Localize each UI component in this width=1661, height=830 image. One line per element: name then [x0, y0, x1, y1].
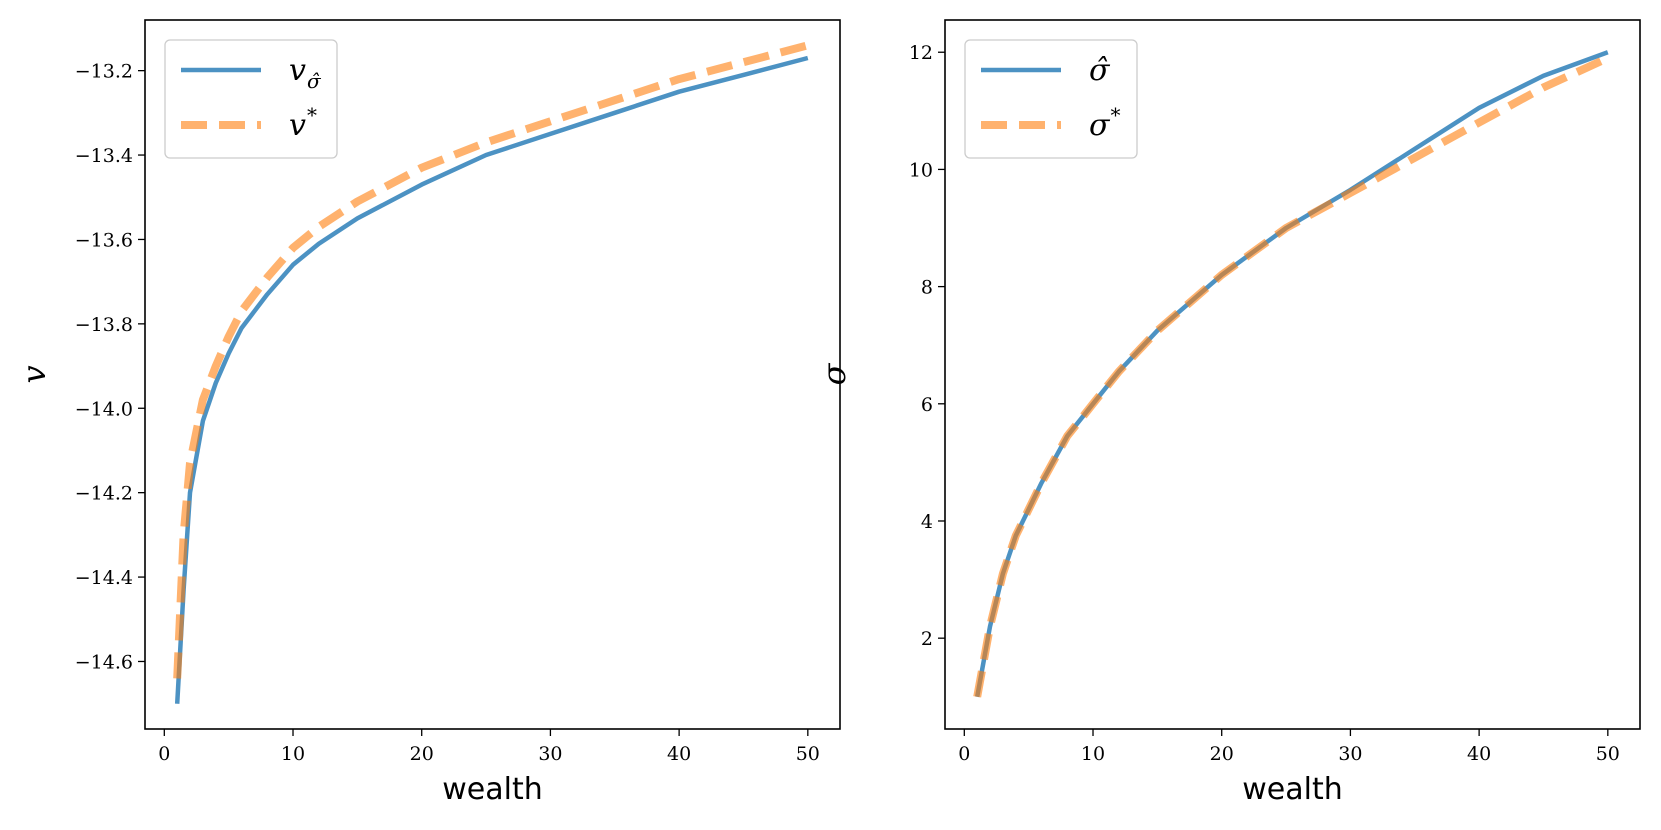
- x-axis-label: wealth: [442, 772, 543, 807]
- x-axis-label: wealth: [1242, 772, 1343, 807]
- y-tick-label: −13.6: [75, 229, 133, 251]
- series-line-2: [973, 54, 1610, 698]
- x-tick-label: 20: [1210, 743, 1234, 765]
- legend-label-2: σ: [1089, 108, 1111, 143]
- x-tick-label: 20: [410, 743, 434, 765]
- y-axis-label: v: [15, 365, 53, 383]
- x-tick-label: 40: [1467, 743, 1491, 765]
- y-tick-label: 4: [921, 511, 933, 533]
- legend: v σ̂v *: [164, 39, 338, 159]
- plot-frame: [144, 19, 841, 730]
- y-tick-label: 10: [909, 159, 933, 181]
- plot-frame: [944, 19, 1641, 730]
- x-tick-label: 30: [1338, 743, 1362, 765]
- series-line-1: [174, 55, 809, 704]
- y-tick-label: 12: [909, 42, 933, 64]
- legend-box: [964, 39, 1138, 159]
- x-tick-label: 10: [1081, 743, 1105, 765]
- series-line-2: [173, 41, 809, 679]
- legend-label-subscript: σ̂: [307, 69, 322, 93]
- x-tick-label: 50: [796, 743, 820, 765]
- y-tick-label: −13.8: [75, 314, 133, 336]
- legend-box: [164, 39, 338, 159]
- legend-label-1: v: [289, 53, 306, 88]
- chart-1: 0 10 20 30 40 50 −14.6 −14.4 −14.2 −14.0 −13.8 −13.…: [15, 19, 841, 807]
- y-tick-label: −14.4: [75, 567, 133, 589]
- y-tick-label: −14.6: [75, 651, 133, 673]
- legend: σ̂ σ *: [964, 39, 1138, 159]
- y-tick-label: −13.2: [75, 61, 133, 83]
- x-tick-label: 30: [538, 743, 562, 765]
- x-tick-label: 10: [281, 743, 305, 765]
- y-tick-label: 8: [921, 277, 933, 299]
- x-tick-label: 40: [667, 743, 691, 765]
- y-tick-label: 2: [921, 628, 933, 650]
- x-tick-label: 50: [1596, 743, 1620, 765]
- y-tick-label: −14.2: [75, 483, 133, 505]
- y-axis-label: σ: [815, 362, 853, 385]
- legend-label-superscript: *: [307, 103, 317, 127]
- legend-label-superscript: *: [1110, 103, 1120, 127]
- x-tick-label: 0: [958, 743, 970, 765]
- y-tick-label: −14.0: [75, 398, 133, 420]
- y-tick-label: −13.4: [75, 145, 133, 167]
- legend-label-1: σ̂: [1089, 53, 1111, 88]
- x-tick-label: 0: [158, 743, 170, 765]
- y-tick-label: 6: [921, 394, 933, 416]
- legend-label-2: v: [289, 108, 306, 143]
